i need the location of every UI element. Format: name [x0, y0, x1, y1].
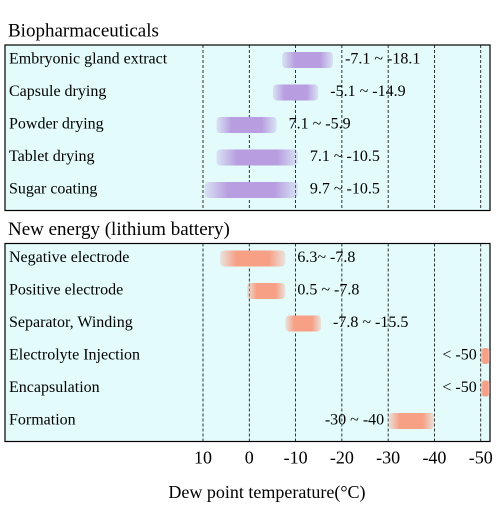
- x-tick-label: 0: [245, 448, 254, 468]
- x-tick-label: -30: [376, 448, 400, 468]
- x-tick-label: -50: [469, 448, 493, 468]
- category-label: Sugar coating: [9, 181, 97, 198]
- category-label: Formation: [9, 412, 76, 429]
- range-bar: [216, 149, 298, 166]
- x-tick-label: -20: [330, 448, 354, 468]
- range-bar: [285, 315, 322, 332]
- category-label: Encapsulation: [9, 379, 100, 396]
- category-label: Tablet drying: [9, 148, 95, 165]
- category-label: Separator, Winding: [9, 314, 133, 331]
- value-label: 0.5 ~ -7.8: [297, 282, 359, 299]
- value-label: 9.7 ~ -10.5: [310, 181, 380, 198]
- panel-title: Biopharmaceuticals: [8, 20, 159, 41]
- category-label: Positive electrode: [9, 282, 123, 299]
- range-bar: [216, 117, 277, 133]
- value-label: -7.8 ~ -15.5: [333, 314, 408, 331]
- range-bar: [246, 283, 286, 299]
- value-label: < -50: [442, 379, 476, 396]
- range-bar: [480, 380, 490, 397]
- category-label: Capsule drying: [9, 83, 106, 100]
- panel-box: [4, 242, 491, 443]
- value-label: 7.1 ~ -5.9: [289, 116, 351, 133]
- x-tick-label: -10: [284, 448, 308, 468]
- x-tick-label: -40: [422, 448, 446, 468]
- value-label: 7.1 ~ -10.5: [310, 148, 380, 165]
- panel-title: New energy (lithium battery): [8, 219, 230, 240]
- range-bar: [272, 84, 319, 101]
- category-label: Electrolyte Injection: [9, 347, 140, 364]
- range-bar: [220, 250, 286, 267]
- range-bar: [388, 413, 435, 429]
- category-label: Negative electrode: [9, 249, 129, 266]
- value-label: < -50: [442, 347, 476, 364]
- range-bar: [480, 348, 490, 364]
- value-label: -5.1 ~ -14.9: [330, 83, 405, 100]
- x-axis-title: Dew point temperature(°C): [168, 482, 365, 503]
- range-bar: [282, 52, 334, 68]
- category-label: Powder drying: [9, 116, 104, 133]
- value-label: -7.1 ~ -18.1: [345, 51, 420, 68]
- x-tick-label: 10: [194, 448, 212, 468]
- range-bar: [204, 182, 298, 198]
- category-label: Embryonic gland extract: [9, 51, 168, 68]
- value-label: 6.3~ -7.8: [297, 249, 355, 266]
- value-label: -30 ~ -40: [325, 412, 384, 429]
